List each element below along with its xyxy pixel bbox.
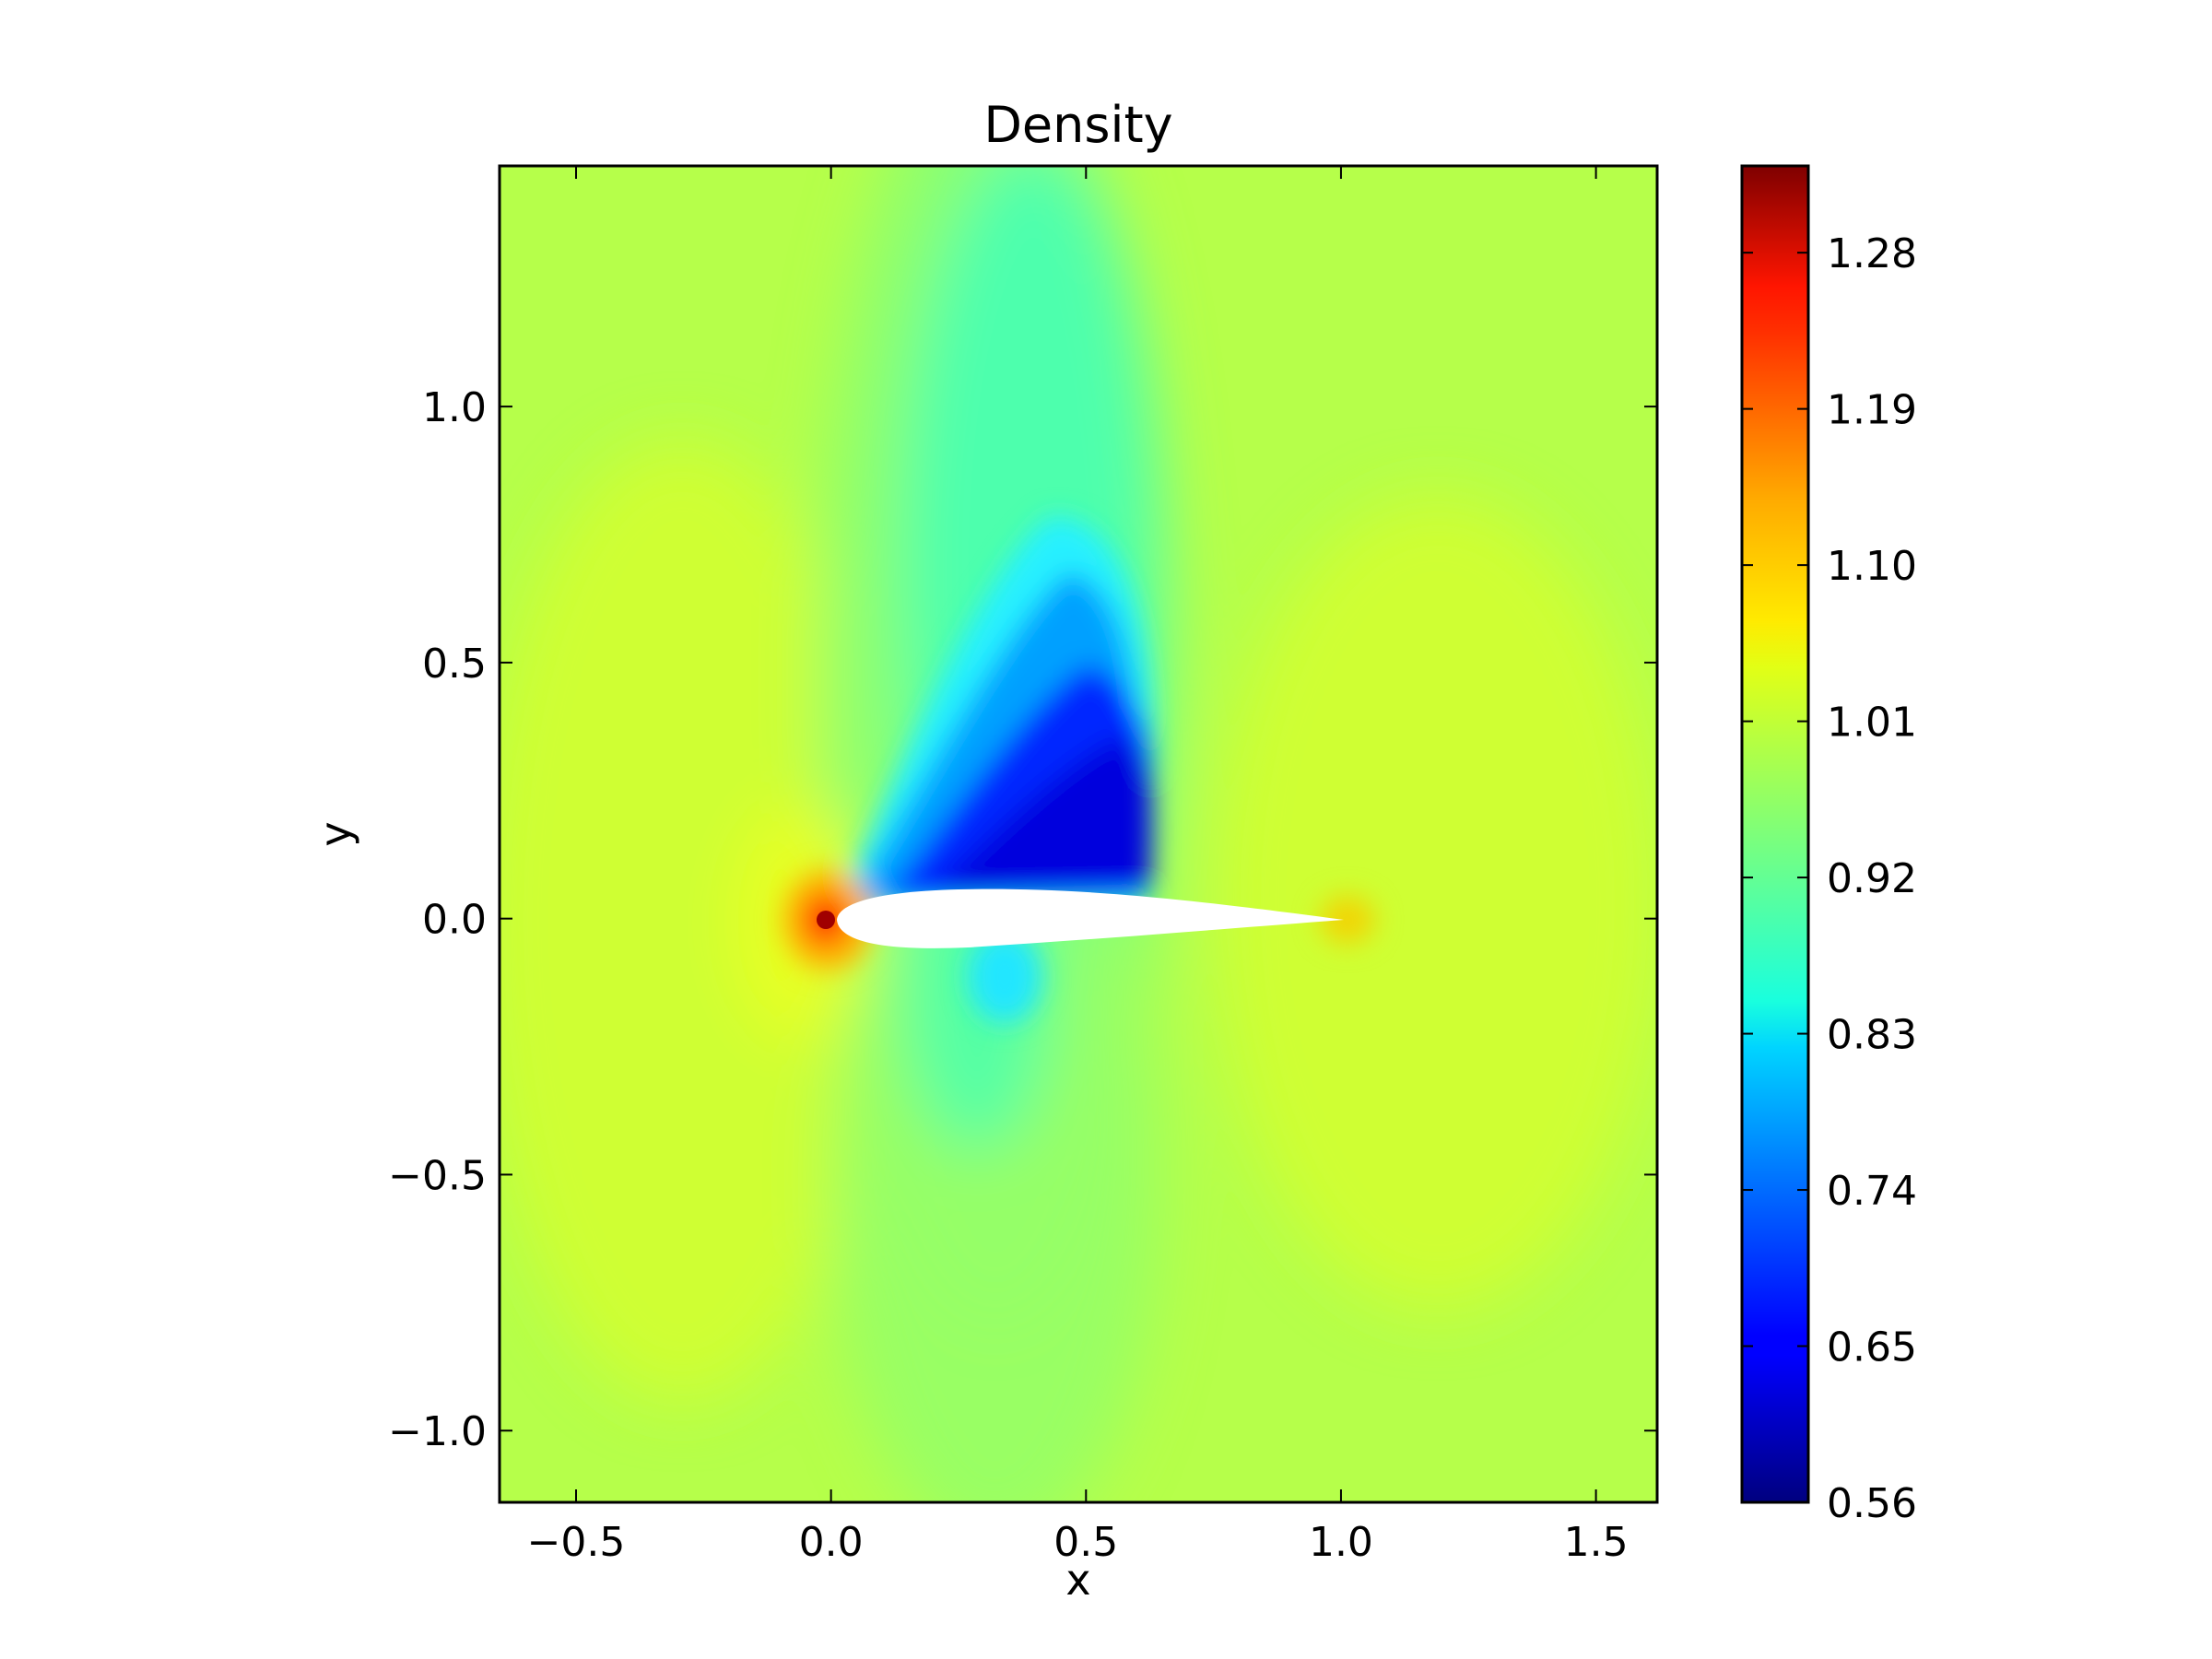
- x-tick-label: 0.0: [799, 1519, 864, 1566]
- airfoil: [837, 888, 1344, 948]
- chart-title: Density: [983, 96, 1172, 154]
- colorbar-gradient: [1740, 164, 1810, 1504]
- x-axis: −0.5 0.0 0.5 1.0 1.5: [527, 166, 1629, 1566]
- density-field: [500, 166, 1657, 1502]
- y-tick-label: 0.5: [422, 641, 487, 688]
- y-axis-label: y: [311, 821, 360, 846]
- colorbar-tick-label: 1.28: [1827, 230, 1917, 277]
- x-tick-label: 0.5: [1053, 1519, 1118, 1566]
- colorbar-tick-label: 0.83: [1827, 1012, 1917, 1059]
- colorbar-tick-label: 0.92: [1827, 855, 1917, 902]
- y-tick-label: 0.0: [422, 897, 487, 944]
- colorbar-tick-label: 0.74: [1827, 1168, 1917, 1215]
- colorbar-tick-label: 1.01: [1827, 700, 1917, 747]
- y-tick-label: 1.0: [422, 384, 487, 431]
- y-tick-label: −0.5: [388, 1152, 487, 1199]
- colorbar-tick-label: 0.65: [1827, 1324, 1917, 1371]
- x-tick-label: 1.5: [1564, 1519, 1629, 1566]
- colorbar-tick-label: 0.56: [1827, 1480, 1917, 1527]
- colorbar-tick-label: 1.10: [1827, 543, 1917, 590]
- colorbar: 0.56 0.65 0.74 0.83 0.92 1.01 1.10 1.19 1.28: [1740, 164, 1917, 1527]
- x-axis-label: x: [1065, 1555, 1090, 1605]
- y-axis: −1.0 −0.5 0.0 0.5 1.0: [388, 384, 1657, 1455]
- y-tick-label: −1.0: [388, 1408, 487, 1455]
- plot-frame: [498, 164, 1659, 1504]
- colorbar-ticks: 0.56 0.65 0.74 0.83 0.92 1.01 1.10 1.19 1.28: [1742, 230, 1917, 1527]
- x-tick-label: −0.5: [527, 1519, 626, 1566]
- x-tick-label: 1.0: [1309, 1519, 1373, 1566]
- colorbar-tick-label: 1.19: [1827, 387, 1917, 434]
